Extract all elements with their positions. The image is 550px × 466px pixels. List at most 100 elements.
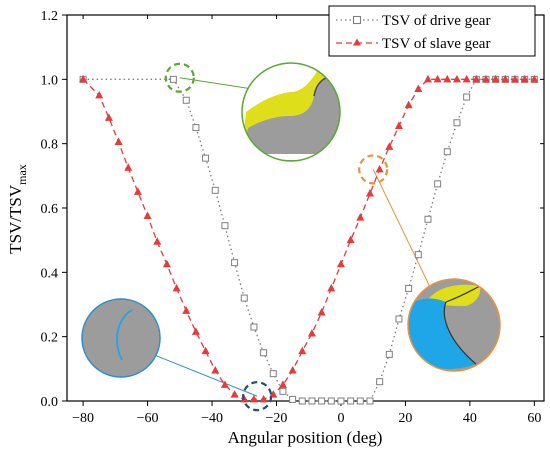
data-point	[308, 397, 316, 405]
y-tick-label: 0.8	[41, 138, 59, 153]
data-point	[269, 390, 278, 398]
data-point	[356, 213, 365, 221]
data-point	[221, 222, 229, 230]
callout-green	[164, 62, 195, 93]
data-point	[443, 74, 452, 83]
data-point	[356, 397, 364, 405]
y-axis-title-main: TSV/TSV	[6, 184, 25, 254]
data-point	[307, 328, 316, 337]
data-point	[298, 346, 307, 355]
data-point	[472, 74, 481, 83]
data-point	[169, 75, 177, 83]
data-point	[423, 74, 432, 83]
inset-orange-border	[407, 278, 501, 372]
data-point	[376, 378, 384, 386]
data-point	[404, 100, 413, 109]
data-point	[347, 397, 355, 405]
data-point	[288, 365, 297, 374]
data-point	[182, 96, 190, 104]
svg-text:TSV/TSVmax: TSV/TSVmax	[6, 164, 29, 254]
callout-navy	[242, 381, 273, 412]
data-point	[104, 113, 113, 121]
x-axis-title: Angular position (deg)	[228, 428, 383, 447]
data-point	[337, 397, 345, 405]
data-point	[405, 284, 413, 292]
data-point	[124, 163, 133, 171]
data-point	[414, 84, 423, 92]
y-tick-label: 1.2	[41, 9, 59, 24]
inset-blue-border	[81, 298, 161, 378]
x-tick-label: −40	[201, 411, 223, 426]
data-point	[182, 306, 191, 314]
data-point	[327, 397, 335, 405]
data-point	[530, 74, 539, 83]
data-point	[452, 74, 461, 83]
data-point	[346, 235, 355, 244]
data-point	[385, 350, 393, 358]
legend-drive-marker	[352, 15, 362, 25]
data-point	[211, 186, 219, 194]
data-point	[366, 397, 374, 405]
data-point	[394, 121, 403, 129]
legend-slave-label: TSV of slave gear	[382, 36, 490, 52]
legend: TSV of drive gear TSV of slave gear	[328, 5, 536, 57]
data-point	[318, 397, 326, 405]
data-point	[317, 308, 326, 316]
data-point	[510, 74, 519, 83]
data-point	[240, 294, 248, 302]
data-point	[462, 74, 471, 83]
data-point	[79, 74, 88, 83]
data-point	[260, 349, 268, 357]
data-point	[336, 259, 345, 268]
inset-orange	[407, 278, 501, 372]
data-point	[114, 137, 123, 146]
inset-blue-contour	[116, 309, 133, 361]
data-point	[463, 93, 471, 101]
y-tick-label: 0.6	[41, 202, 59, 217]
callout-orange	[358, 154, 389, 185]
data-point	[143, 211, 152, 220]
series-slave-gear	[79, 74, 539, 403]
callout-circles	[164, 62, 389, 412]
data-point	[133, 187, 142, 195]
data-point	[453, 119, 461, 127]
x-tick-label: −20	[266, 411, 288, 426]
data-point	[259, 394, 268, 403]
x-tick-label: 0	[337, 411, 344, 426]
data-point	[172, 283, 181, 292]
data-point	[211, 365, 220, 374]
y-axis-title: TSV/TSVmax	[6, 164, 29, 254]
x-tick-label: −60	[137, 411, 159, 426]
inset-green	[241, 62, 341, 162]
data-point	[365, 189, 374, 197]
data-point	[162, 259, 171, 268]
data-point	[424, 215, 432, 223]
x-tick-label: 60	[527, 411, 541, 426]
data-point	[433, 74, 442, 83]
series-layer	[79, 74, 539, 405]
data-point	[520, 74, 529, 83]
inset-orange-cyan	[408, 298, 476, 369]
x-tick-label: 20	[398, 411, 412, 426]
inset-green-gear	[242, 77, 340, 161]
data-point	[414, 251, 422, 259]
data-point	[220, 380, 229, 388]
data-point	[395, 315, 403, 323]
data-point	[298, 397, 306, 405]
y-tick-label: 0.2	[41, 331, 59, 346]
x-tick-label: −80	[72, 411, 94, 426]
data-point	[249, 394, 258, 403]
data-point	[278, 380, 287, 388]
data-point	[192, 124, 200, 132]
data-point	[491, 74, 500, 83]
data-point	[202, 154, 210, 162]
data-point	[385, 142, 394, 150]
data-point	[327, 283, 336, 292]
data-point	[481, 74, 490, 83]
y-tick-label: 1.0	[41, 73, 59, 88]
inset-blue	[81, 298, 161, 378]
data-point	[443, 148, 451, 156]
data-point	[250, 323, 258, 331]
